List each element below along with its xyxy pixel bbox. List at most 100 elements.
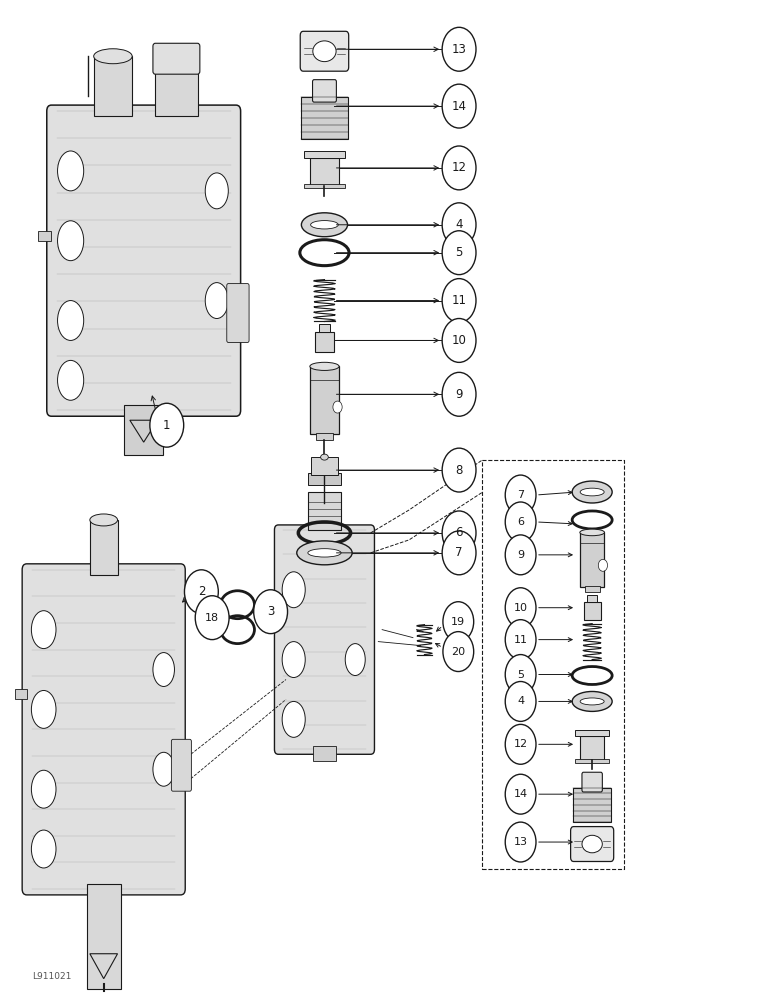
Ellipse shape bbox=[310, 362, 339, 370]
Ellipse shape bbox=[580, 529, 604, 536]
Ellipse shape bbox=[58, 301, 83, 340]
Ellipse shape bbox=[296, 541, 352, 565]
Circle shape bbox=[505, 724, 536, 764]
Circle shape bbox=[442, 27, 476, 71]
Circle shape bbox=[195, 596, 229, 640]
Text: 4: 4 bbox=[517, 696, 524, 706]
Bar bbox=[93, 56, 132, 116]
Text: 13: 13 bbox=[513, 837, 527, 847]
Ellipse shape bbox=[90, 514, 117, 526]
Bar bbox=[310, 457, 338, 475]
Circle shape bbox=[442, 531, 476, 575]
Ellipse shape bbox=[301, 213, 347, 237]
Text: 6: 6 bbox=[455, 526, 463, 539]
Circle shape bbox=[185, 570, 218, 614]
Circle shape bbox=[150, 403, 184, 447]
Circle shape bbox=[443, 632, 474, 672]
Circle shape bbox=[442, 231, 476, 275]
Bar bbox=[90, 520, 117, 575]
Bar bbox=[155, 71, 198, 116]
Text: 6: 6 bbox=[517, 517, 524, 527]
Circle shape bbox=[505, 588, 536, 628]
Circle shape bbox=[442, 511, 476, 555]
Text: 10: 10 bbox=[452, 334, 466, 347]
Ellipse shape bbox=[308, 549, 341, 557]
Bar bbox=[124, 405, 163, 455]
Text: 12: 12 bbox=[513, 739, 528, 749]
Circle shape bbox=[505, 620, 536, 660]
Bar bbox=[86, 884, 120, 989]
Bar bbox=[15, 689, 27, 699]
Bar bbox=[580, 532, 604, 587]
Bar bbox=[310, 158, 339, 186]
Bar bbox=[315, 332, 334, 352]
Circle shape bbox=[505, 681, 536, 721]
Text: 5: 5 bbox=[455, 246, 462, 259]
Text: 10: 10 bbox=[513, 603, 527, 613]
FancyBboxPatch shape bbox=[300, 31, 349, 71]
Ellipse shape bbox=[32, 770, 56, 808]
Text: 18: 18 bbox=[205, 613, 219, 623]
Circle shape bbox=[443, 602, 474, 642]
Bar bbox=[38, 231, 52, 241]
Circle shape bbox=[598, 559, 608, 571]
Ellipse shape bbox=[93, 49, 132, 64]
Circle shape bbox=[254, 590, 287, 634]
Circle shape bbox=[505, 535, 536, 575]
Ellipse shape bbox=[32, 830, 56, 868]
Bar bbox=[304, 151, 345, 158]
Bar bbox=[573, 788, 611, 822]
Bar bbox=[313, 746, 336, 761]
Ellipse shape bbox=[32, 690, 56, 728]
Text: 14: 14 bbox=[513, 789, 528, 799]
Circle shape bbox=[442, 279, 476, 322]
Ellipse shape bbox=[58, 151, 83, 191]
Bar bbox=[307, 473, 341, 485]
Ellipse shape bbox=[282, 642, 305, 678]
Circle shape bbox=[442, 146, 476, 190]
Text: 20: 20 bbox=[452, 647, 466, 657]
Ellipse shape bbox=[310, 221, 338, 229]
Bar bbox=[319, 324, 330, 332]
Text: 4: 4 bbox=[455, 218, 463, 231]
FancyBboxPatch shape bbox=[171, 739, 191, 791]
FancyBboxPatch shape bbox=[153, 43, 200, 74]
Text: 9: 9 bbox=[455, 388, 463, 401]
Text: 12: 12 bbox=[452, 161, 466, 174]
Circle shape bbox=[333, 401, 342, 413]
Bar bbox=[575, 730, 609, 736]
Bar bbox=[584, 586, 600, 592]
Bar bbox=[304, 184, 345, 188]
Ellipse shape bbox=[153, 752, 174, 786]
Text: 14: 14 bbox=[452, 100, 466, 113]
Circle shape bbox=[505, 475, 536, 515]
Circle shape bbox=[442, 372, 476, 416]
Text: 5: 5 bbox=[517, 670, 524, 680]
Ellipse shape bbox=[153, 653, 174, 686]
Bar bbox=[580, 736, 604, 760]
Bar bbox=[316, 433, 334, 440]
Ellipse shape bbox=[205, 283, 229, 319]
Circle shape bbox=[442, 448, 476, 492]
Circle shape bbox=[505, 655, 536, 694]
Circle shape bbox=[442, 319, 476, 362]
FancyBboxPatch shape bbox=[275, 525, 374, 754]
Ellipse shape bbox=[282, 701, 305, 737]
Ellipse shape bbox=[345, 644, 365, 676]
Ellipse shape bbox=[58, 221, 83, 261]
Bar bbox=[307, 492, 341, 530]
Ellipse shape bbox=[282, 572, 305, 608]
Bar bbox=[584, 602, 601, 620]
Circle shape bbox=[442, 84, 476, 128]
Text: 13: 13 bbox=[452, 43, 466, 56]
Text: 8: 8 bbox=[455, 464, 462, 477]
Bar bbox=[301, 97, 347, 139]
Ellipse shape bbox=[313, 41, 336, 62]
Text: 1: 1 bbox=[163, 419, 171, 432]
FancyBboxPatch shape bbox=[227, 284, 249, 342]
Text: 3: 3 bbox=[267, 605, 274, 618]
Text: 11: 11 bbox=[452, 294, 466, 307]
Ellipse shape bbox=[580, 488, 604, 496]
Bar bbox=[575, 759, 609, 763]
Text: 2: 2 bbox=[198, 585, 205, 598]
